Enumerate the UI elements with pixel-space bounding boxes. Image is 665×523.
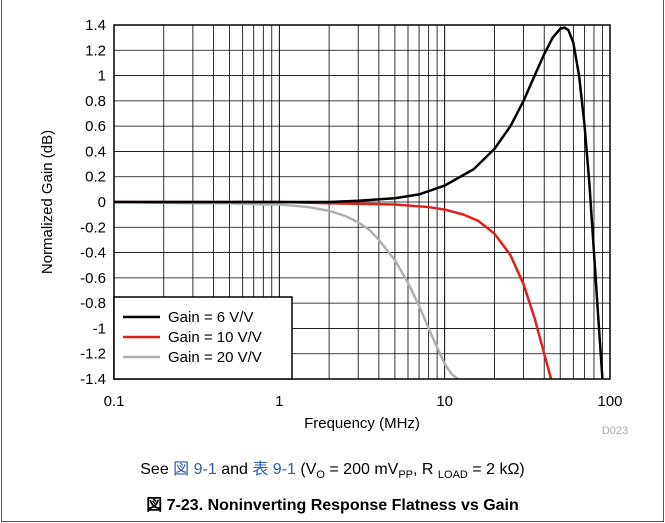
note-sep: , R — [413, 461, 438, 478]
y-tick-label: -0.4 — [80, 245, 106, 262]
vo-subscript: O — [316, 469, 325, 482]
table-link[interactable]: 表 9-1 — [252, 461, 296, 478]
chart-legend: Gain = 6 V/V Gain = 10 V/V Gain = 20 V/V — [113, 296, 293, 380]
x-axis-label: Frequency (MHz) — [304, 415, 420, 432]
y-tick-label: -0.6 — [80, 270, 106, 287]
y-tick-label: -0.2 — [80, 219, 106, 236]
figure-link[interactable]: 図 9-1 — [173, 461, 217, 478]
note-eq1: = 200 mV — [324, 461, 399, 478]
figure-note: See 図 9-1 and 表 9-1 (VO = 200 mVPP, R LO… — [0, 455, 665, 481]
plot-area-border — [113, 24, 611, 380]
note-and: and — [216, 461, 253, 478]
y-tick-labels: 1.4 1.2 1 0.8 0.6 0.4 0.2 0 -0.2 -0.4 -0.6 -0.8 -1 -1… — [80, 17, 106, 388]
y-tick-label: 1.2 — [85, 42, 106, 59]
y-tick-label: 1.4 — [85, 17, 106, 34]
note-prefix: See — [140, 461, 174, 478]
legend-label: Gain = 10 V/V — [168, 329, 262, 346]
y-tick-label: 0.6 — [85, 118, 106, 135]
x-tick-label: 10 — [436, 393, 453, 410]
x-tick-label: 1 — [275, 393, 283, 410]
series-line-3 — [114, 200, 459, 379]
series-line-1 — [114, 26, 604, 379]
x-tick-label: 100 — [597, 393, 622, 410]
y-tick-label: -0.8 — [80, 295, 106, 312]
y-tick-label: -1.4 — [80, 371, 106, 388]
frequency-response-chart: 1.4 1.2 1 0.8 0.6 0.4 0.2 0 -0.2 -0.4 -0.6 -0.8 -1 -1… — [39, 17, 628, 437]
watermark-code: D023 — [602, 425, 628, 437]
chart-series — [114, 26, 604, 379]
note-paren-open: (V — [295, 461, 317, 478]
legend-label: Gain = 20 V/V — [168, 349, 262, 366]
note-eq2: = 2 kΩ) — [467, 461, 525, 478]
y-tick-label: 0.2 — [85, 169, 106, 186]
y-tick-label: -1 — [93, 320, 106, 337]
legend-label: Gain = 6 V/V — [168, 309, 253, 326]
y-tick-label: 0 — [98, 194, 106, 211]
y-tick-label: 0.4 — [85, 143, 106, 160]
pp-subscript: PP — [398, 469, 413, 482]
figure-title: 図 7-23. Noninverting Response Flatness v… — [146, 497, 519, 514]
y-tick-label: -1.2 — [80, 346, 106, 363]
y-tick-label: 1 — [98, 68, 106, 85]
y-tick-label: 0.8 — [85, 93, 106, 110]
y-axis-label: Normalized Gain (dB) — [39, 130, 56, 274]
load-subscript: LOAD — [437, 469, 468, 482]
x-tick-label: 0.1 — [104, 393, 125, 410]
x-tick-labels: 0.1 1 10 100 — [104, 393, 623, 410]
